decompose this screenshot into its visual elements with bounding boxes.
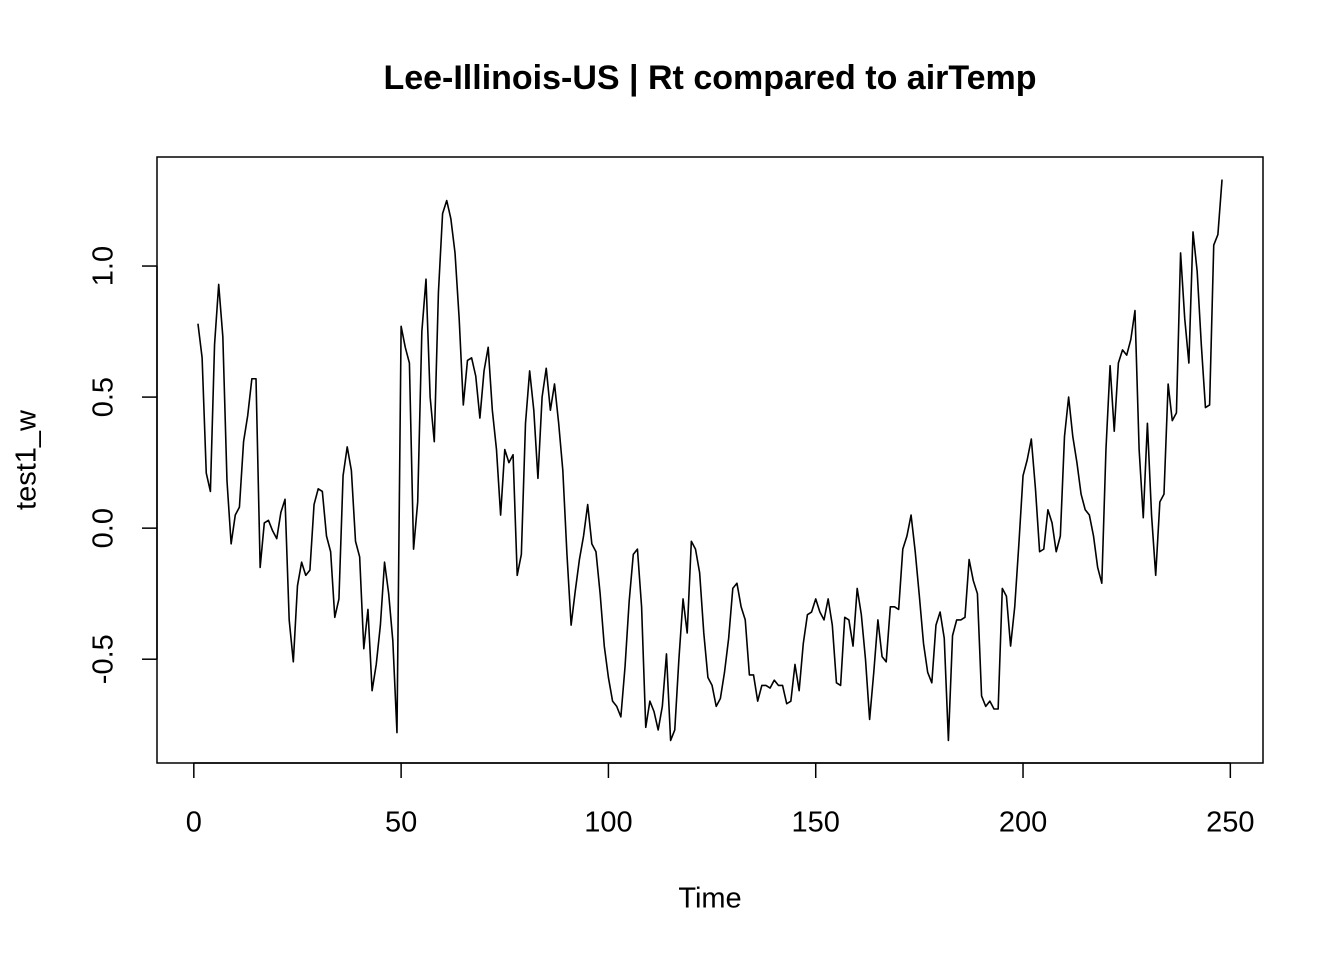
x-axis-label: Time bbox=[678, 883, 741, 915]
y-tick-label: 0.5 bbox=[88, 377, 120, 417]
y-tick-label: 1.0 bbox=[88, 246, 120, 286]
y-tick-label: -0.5 bbox=[88, 634, 120, 684]
x-tick-label: 50 bbox=[385, 807, 417, 839]
y-tick-label: 0.0 bbox=[88, 508, 120, 548]
y-axis-label: test1_w bbox=[11, 409, 43, 510]
x-tick-label: 250 bbox=[1206, 807, 1254, 839]
x-tick-label: 150 bbox=[792, 807, 840, 839]
chart-title: Lee-Illinois-US | Rt compared to airTemp bbox=[383, 59, 1036, 97]
x-tick-label: 100 bbox=[584, 807, 632, 839]
data-line bbox=[197, 179, 1223, 742]
x-tick-label: 200 bbox=[999, 807, 1047, 839]
x-tick-label: 0 bbox=[186, 807, 202, 839]
